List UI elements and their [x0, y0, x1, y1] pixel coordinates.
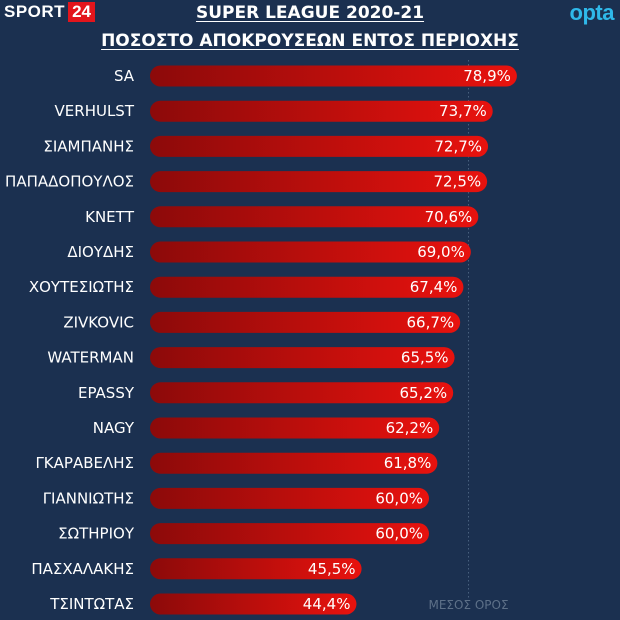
bar: [150, 558, 362, 580]
sport24-logo-word: SPORT: [4, 2, 66, 21]
category-label: ΧΟΥΤΕΣΙΩΤΗΣ: [29, 278, 134, 296]
data-label: 73,7%: [439, 102, 487, 120]
data-label: 70,6%: [425, 208, 473, 226]
bar: [150, 311, 461, 333]
data-label: 60,0%: [375, 525, 423, 543]
data-label: 78,9%: [463, 67, 511, 85]
bar: [150, 241, 471, 263]
category-label: EPASSY: [78, 384, 135, 402]
chart-title: SUPER LEAGUE 2020-21: [195, 3, 425, 23]
bar: [150, 171, 488, 193]
bar: [150, 100, 493, 122]
data-label: 66,7%: [406, 313, 454, 331]
bar: [150, 347, 455, 369]
bar: [150, 206, 479, 228]
data-label: 67,4%: [410, 278, 458, 296]
category-label: ΣΙΑΜΠΑΝΗΣ: [43, 137, 134, 155]
data-label: 72,5%: [433, 173, 481, 191]
category-label: SA: [114, 67, 135, 85]
category-label: ΓΙΑΝΝΙΩΤΗΣ: [43, 489, 134, 507]
bar: [150, 523, 429, 545]
bar: [150, 593, 357, 615]
data-label: 45,5%: [308, 560, 356, 578]
category-label: ΓΚΑΡΑΒΕΛΗΣ: [35, 454, 134, 472]
chart-subtitle: ΠΟΣΟΣΤΟ ΑΠΟΚΡΟΥΣΕΩΝ ΕΝΤΟΣ ΠΕΡΙΟΧΗΣ: [101, 31, 519, 51]
category-label: ΚΝΕΤΤ: [85, 208, 135, 226]
category-label: ΔΙΟΥΔΗΣ: [67, 243, 134, 261]
data-label: 72,7%: [434, 137, 482, 155]
opta-logo: opta: [569, 0, 615, 25]
data-label: 44,4%: [303, 595, 351, 613]
data-label: 69,0%: [417, 243, 465, 261]
bar: [150, 452, 438, 474]
category-label: ΠΑΣΧΑΛΑΚΗΣ: [31, 560, 134, 578]
data-label: 62,2%: [386, 419, 434, 437]
data-label: 65,5%: [401, 349, 449, 367]
bar: [150, 65, 517, 87]
category-label: ΠΑΠΑΔΟΠΟΥΛΟΣ: [5, 173, 134, 191]
bar: [150, 382, 454, 404]
data-label: 61,8%: [384, 454, 432, 472]
category-label: ΤΣΙΝΤΩΤΑΣ: [49, 595, 134, 613]
category-label: VERHULST: [55, 102, 135, 120]
sport24-logo: SPORT 24: [2, 2, 95, 22]
data-label: 65,2%: [400, 384, 448, 402]
bar: [150, 417, 440, 439]
data-label: 60,0%: [375, 489, 423, 507]
sport24-logo-number: 24: [68, 2, 95, 22]
bar: [150, 135, 489, 157]
category-label: ZIVKOVIC: [63, 313, 134, 331]
category-label: WATERMAN: [47, 349, 134, 367]
category-label: ΣΩΤΗΡΙΟΥ: [58, 525, 135, 543]
category-label: NAGY: [93, 419, 135, 437]
average-line-label: ΜΕΣΟΣ ΟΡΟΣ: [428, 598, 508, 612]
bar: [150, 276, 464, 298]
bar: [150, 487, 429, 509]
